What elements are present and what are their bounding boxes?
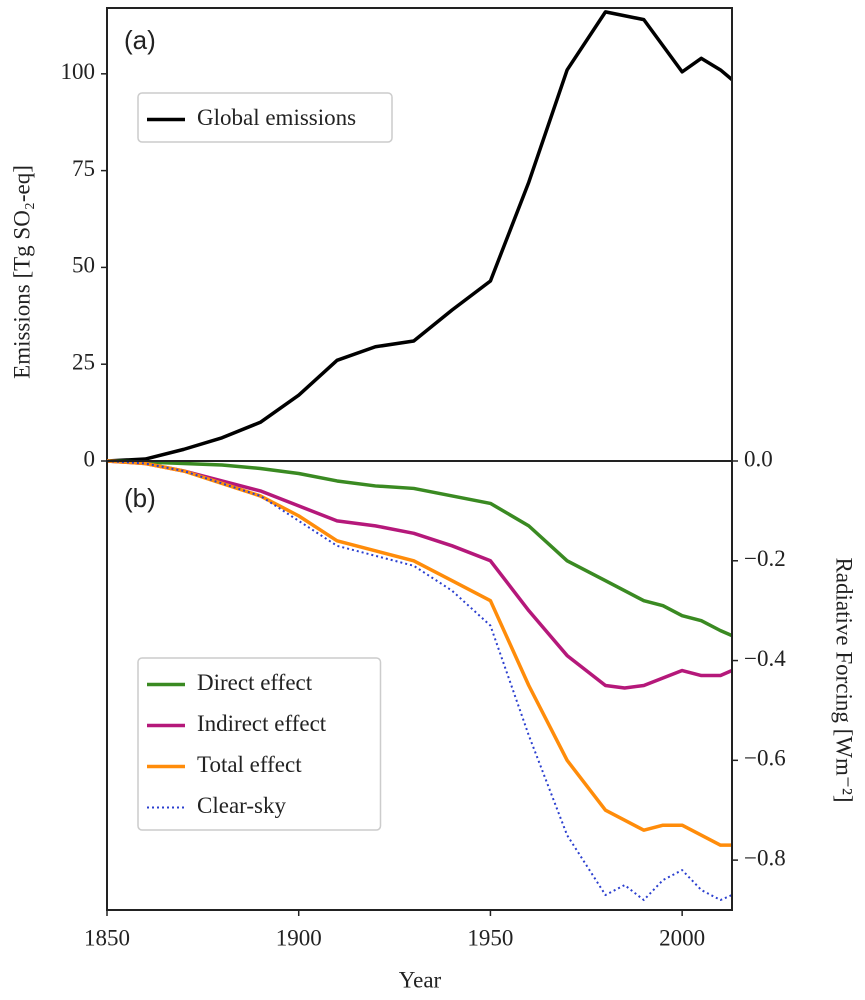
- x-tick-label: 1950: [467, 925, 513, 950]
- legend-box: [137, 657, 382, 831]
- series-line: [106, 459, 733, 690]
- y-tick-label: 50: [72, 253, 95, 278]
- legend-box: [137, 92, 393, 143]
- y2-tick-label: −0.4: [744, 646, 786, 671]
- legend-label: Direct effect: [197, 670, 313, 695]
- y2-tick-label: −0.2: [744, 546, 786, 571]
- panel-label: (b): [124, 483, 156, 513]
- x-tick-label: 1900: [276, 925, 322, 950]
- series-line: [106, 10, 734, 463]
- panel-label: (a): [124, 25, 156, 55]
- y2-axis-label: Radiative Forcing [Wm⁻²]: [832, 557, 857, 802]
- plot-frame: [106, 7, 733, 462]
- y2-tick-label: 0.0: [744, 446, 773, 471]
- plot-frame: [106, 460, 733, 911]
- y-tick-label: 25: [72, 349, 95, 374]
- y2-tick-label: −0.6: [744, 746, 786, 771]
- x-tick-label: 1850: [84, 925, 130, 950]
- legend-label: Total effect: [197, 752, 302, 777]
- series-line: [106, 460, 733, 902]
- x-axis-label: Year: [399, 967, 442, 992]
- y-axis-label: Emissions [Tg SO₂-eq]: [9, 165, 34, 379]
- x-tick-label: 2000: [659, 925, 705, 950]
- series-line: [106, 459, 733, 638]
- legend-label: Global emissions: [197, 105, 356, 130]
- y-tick-label: 75: [72, 156, 95, 181]
- legend-label: Clear-sky: [197, 793, 286, 818]
- y2-tick-label: −0.8: [744, 845, 786, 870]
- legend-label: Indirect effect: [197, 711, 327, 736]
- y-tick-label: 0: [84, 446, 96, 471]
- y-tick-label: 100: [61, 59, 96, 84]
